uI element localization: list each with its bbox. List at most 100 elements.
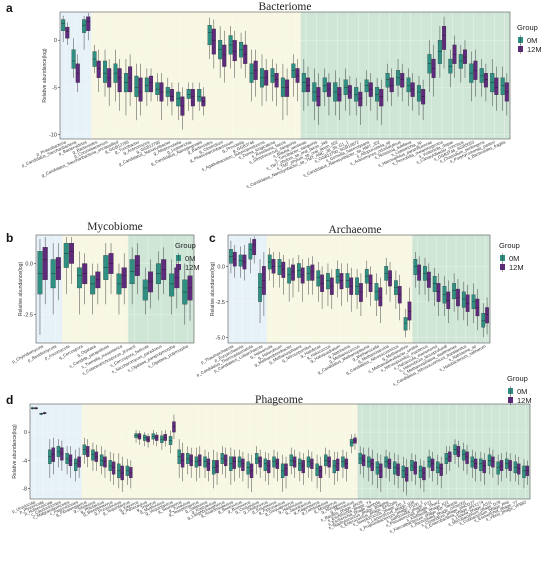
box-12M [413, 461, 418, 475]
box-12M [190, 89, 195, 107]
box-12M [129, 467, 133, 479]
box-12M [378, 287, 383, 307]
box-12M [281, 261, 286, 278]
panel-letter: d [6, 393, 13, 407]
box-0M [272, 456, 276, 468]
box-0M [134, 75, 139, 97]
box-12M [222, 44, 227, 67]
box-0M [406, 77, 411, 93]
box-12M [336, 458, 340, 471]
y-tick-label: -5.0 [216, 335, 225, 341]
y-tick-label: -5 [52, 85, 57, 91]
box-12M [149, 75, 154, 93]
box-0M [255, 453, 259, 464]
box-0M [248, 243, 253, 260]
box-0M [448, 58, 453, 74]
box-12M [359, 283, 363, 302]
box-12M [55, 257, 61, 280]
box-12M [241, 458, 245, 471]
box-0M [186, 453, 190, 464]
box-0M [306, 456, 311, 468]
box-12M [337, 87, 342, 102]
box-12M [300, 267, 305, 284]
box-0M [203, 456, 207, 468]
y-tick-label: -2.5 [24, 312, 33, 318]
legend-label: 0M [509, 254, 519, 263]
box-0M [418, 465, 423, 479]
panel-title: Phageome [255, 394, 303, 406]
box-0M [496, 461, 500, 475]
box-12M [258, 456, 262, 468]
box-0M [155, 82, 160, 95]
box-12M [121, 267, 127, 289]
legend-label: 0M [527, 36, 537, 45]
box-0M [416, 85, 421, 102]
box-0M [63, 243, 69, 268]
box-0M [432, 276, 437, 292]
box-12M [172, 421, 176, 433]
legend-label: 0M [185, 254, 195, 263]
y-tick-label: -10 [49, 132, 57, 138]
box-0M [341, 456, 345, 468]
box-0M [37, 251, 43, 295]
box-12M [483, 73, 488, 88]
box-12M [517, 463, 521, 475]
box-12M [327, 456, 331, 468]
box-12M [368, 82, 373, 97]
panel-letter: b [6, 231, 13, 245]
box-12M [215, 460, 219, 474]
box-12M [284, 463, 288, 476]
box-12M [482, 460, 486, 474]
box-0M [479, 458, 483, 471]
band-green [357, 404, 530, 499]
box-12M [422, 467, 426, 481]
plot-frame [227, 234, 491, 344]
box-0M [522, 465, 526, 479]
legend-title: Group [499, 241, 520, 250]
box-12M [305, 77, 311, 93]
y-tick-label: 0 [24, 430, 27, 436]
box-12M [358, 91, 363, 107]
box-0M [322, 77, 327, 93]
box-12M [396, 463, 400, 476]
y-axis-label: Relative abundance(log) [18, 262, 24, 317]
box-12M [111, 461, 116, 475]
box-12M [60, 447, 64, 461]
box-0M [367, 456, 371, 468]
box-0M [61, 19, 66, 31]
box-12M [267, 460, 271, 474]
box-0M [332, 460, 337, 474]
box-0M [354, 87, 359, 102]
box-12M [128, 66, 133, 93]
box-12M [339, 273, 344, 290]
box-0M [194, 456, 199, 468]
band-yellow [91, 12, 301, 139]
box-12M [163, 434, 168, 441]
y-tick-label: -4 [22, 458, 27, 464]
box-0M [401, 465, 405, 479]
panel-letter: a [6, 1, 13, 15]
y-axis-label: Relative abundance(log) [210, 262, 216, 317]
box-0M [410, 460, 414, 471]
panel-title: Mycobiome [87, 221, 143, 233]
box-0M [385, 73, 390, 88]
y-axis-label: Relative abundance(log) [42, 48, 48, 103]
box-0M [461, 449, 466, 461]
box-12M [508, 460, 512, 471]
box-0M [444, 453, 449, 464]
legend-title: Group [507, 374, 528, 383]
box-0M [316, 270, 321, 287]
legend-label: 12M [509, 263, 524, 272]
box-12M [96, 60, 101, 78]
legend-label: 0M [517, 387, 527, 396]
box-0M [270, 68, 275, 83]
panel-letter: c [209, 231, 216, 245]
box-0M [315, 463, 319, 476]
box-0M [326, 273, 330, 290]
box-12M [232, 40, 237, 62]
box-12M [370, 458, 374, 471]
